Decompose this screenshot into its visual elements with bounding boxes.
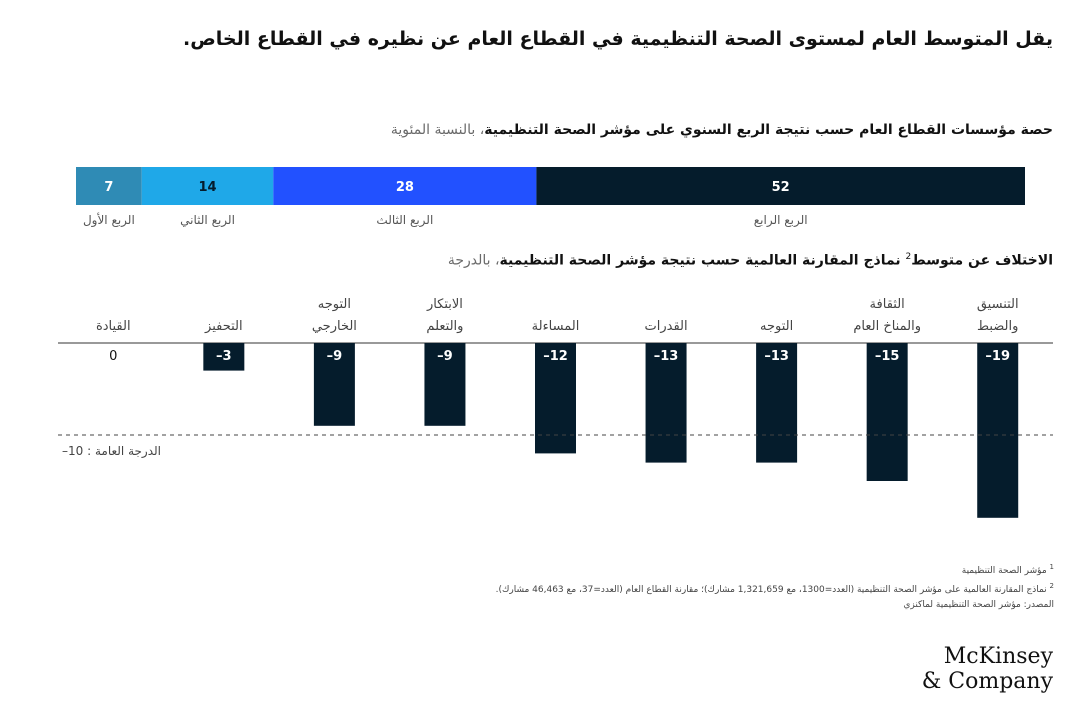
category-label: والمناخ العام (853, 319, 921, 334)
segment-value-label: 28 (396, 180, 414, 195)
bar-value-label: –9 (437, 349, 453, 364)
segment-3 (273, 167, 537, 205)
headline: يقل المتوسط العام لمستوى الصحة التنظيمية… (183, 28, 1053, 50)
segment-value-label: 7 (104, 180, 113, 195)
chart2-title-bold: الاختلاف عن متوسط (911, 252, 1053, 269)
bar-value-label: –12 (543, 349, 568, 364)
segment-category-label: الربع الأول (83, 212, 135, 228)
footnote-2-number: 2 (1049, 582, 1054, 590)
category-label: والتعلم (426, 319, 463, 334)
footnote-2-text: نماذج المقارنة العالمية على مؤشر الصحة ا… (495, 585, 1047, 595)
chart2-title-unit: ، بالدرجة (447, 252, 500, 269)
bar (756, 343, 798, 463)
bar-chart: –19 التنسيق والضبط –15 الثقافة والمناخ العام –… (58, 297, 1053, 518)
category-label: التوجه (318, 297, 351, 312)
segment-category-label: الربع الرابع (754, 213, 808, 228)
footnote-1: 1 مؤشر الصحة التنظيمية (460, 560, 1054, 579)
category-label: التوجه (760, 319, 793, 334)
segment-value-label: 52 (772, 180, 790, 195)
chart1-title-bold: حصة مؤسسات القطاع العام حسب نتيجة الربع … (484, 122, 1053, 138)
footnotes: 1 مؤشر الصحة التنظيمية 2 نماذج المقارنة … (460, 560, 1054, 613)
category-label: المساءلة (532, 319, 580, 334)
segment-value-label: 14 (198, 180, 216, 195)
bar (313, 343, 355, 426)
logo-line-1: McKinsey (943, 644, 1053, 669)
category-label: الابتكار (426, 297, 463, 312)
segment-category-label: الربع الثالث (376, 213, 433, 228)
category-label: التحفيز (204, 319, 243, 334)
bar-value-label: –13 (654, 349, 679, 364)
chart2-title: الاختلاف عن متوسط2 نماذج المقارنة العالم… (33, 252, 1053, 269)
category-label: التنسيق (977, 297, 1019, 312)
category-label: الثقافة (870, 297, 905, 312)
category-label: القدرات (645, 319, 688, 334)
chart2-title-bold2: نماذج المقارنة العالمية حسب نتيجة مؤشر ا… (499, 252, 906, 269)
category-label: القيادة (96, 319, 131, 334)
bar-value-label: –3 (216, 349, 232, 364)
bar (645, 343, 687, 463)
reference-line-label: –10 : الدرجة العامة (62, 444, 161, 459)
category-label: الخارجي (312, 319, 357, 334)
segment-category-label: الربع الثاني (180, 213, 235, 228)
bar-value-label: 0 (109, 349, 117, 364)
bar (977, 343, 1019, 518)
footnote-1-text: مؤشر الصحة التنظيمية (961, 566, 1047, 576)
segment-2 (141, 167, 274, 205)
chart1-title-unit: ، بالنسبة المئوية (390, 122, 485, 138)
footnote-1-number: 1 (1049, 563, 1054, 571)
bar-value-label: –9 (327, 349, 343, 364)
bar (203, 343, 245, 371)
logo-line-2: & Company (921, 669, 1053, 694)
segment-1 (76, 167, 142, 205)
chart2-title-footnote-ref: 2 (905, 252, 912, 262)
bar (866, 343, 908, 481)
segment-4 (536, 167, 1025, 205)
source-note: المصدر: مؤشر الصحة التنظيمية لماكنزي (903, 600, 1054, 610)
bar-value-label: –15 (875, 349, 900, 364)
bar (424, 343, 466, 426)
category-label: والضبط (977, 319, 1018, 334)
chart1-title: حصة مؤسسات القطاع العام حسب نتيجة الربع … (33, 122, 1053, 138)
footnote-2: 2 نماذج المقارنة العالمية على مؤشر الصحة… (460, 579, 1054, 598)
stacked-bar-chart: 7 الربع الأول 14 الربع الثاني 28 الربع الثالث… (76, 167, 1025, 228)
mckinsey-logo: McKinsey & Company (853, 644, 1053, 694)
bar-value-label: –13 (764, 349, 789, 364)
bar-value-label: –19 (985, 349, 1010, 364)
